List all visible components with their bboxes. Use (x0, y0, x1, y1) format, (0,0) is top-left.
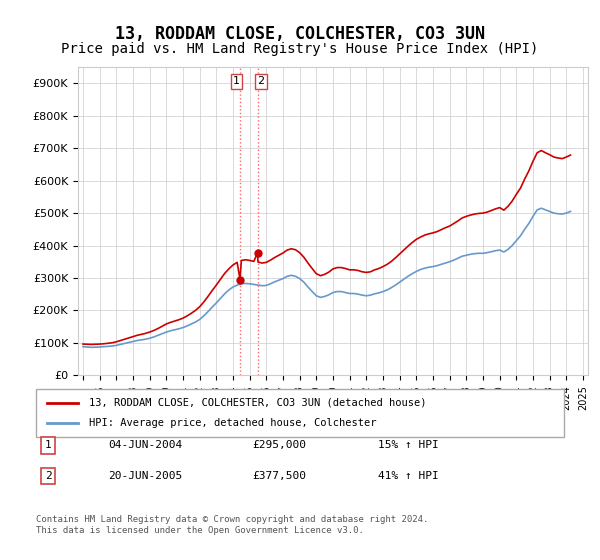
Text: 1: 1 (44, 440, 52, 450)
Point (235, 275, 245, 284)
Text: £377,500: £377,500 (252, 471, 306, 481)
Text: 41% ↑ HPI: 41% ↑ HPI (378, 471, 439, 481)
Point (253, 248, 262, 257)
Text: HPI: Average price, detached house, Colchester: HPI: Average price, detached house, Colc… (89, 418, 376, 428)
Text: 2: 2 (44, 471, 52, 481)
Text: 1: 1 (233, 77, 240, 86)
Text: 04-JUN-2004: 04-JUN-2004 (108, 440, 182, 450)
Text: 15% ↑ HPI: 15% ↑ HPI (378, 440, 439, 450)
Text: 20-JUN-2005: 20-JUN-2005 (108, 471, 182, 481)
Text: 2: 2 (257, 77, 265, 86)
FancyBboxPatch shape (36, 389, 564, 437)
Text: £295,000: £295,000 (252, 440, 306, 450)
Text: 13, RODDAM CLOSE, COLCHESTER, CO3 3UN: 13, RODDAM CLOSE, COLCHESTER, CO3 3UN (115, 25, 485, 43)
Text: Price paid vs. HM Land Registry's House Price Index (HPI): Price paid vs. HM Land Registry's House … (61, 42, 539, 56)
Text: 13, RODDAM CLOSE, COLCHESTER, CO3 3UN (detached house): 13, RODDAM CLOSE, COLCHESTER, CO3 3UN (d… (89, 398, 426, 408)
Text: Contains HM Land Registry data © Crown copyright and database right 2024.
This d: Contains HM Land Registry data © Crown c… (36, 515, 428, 535)
